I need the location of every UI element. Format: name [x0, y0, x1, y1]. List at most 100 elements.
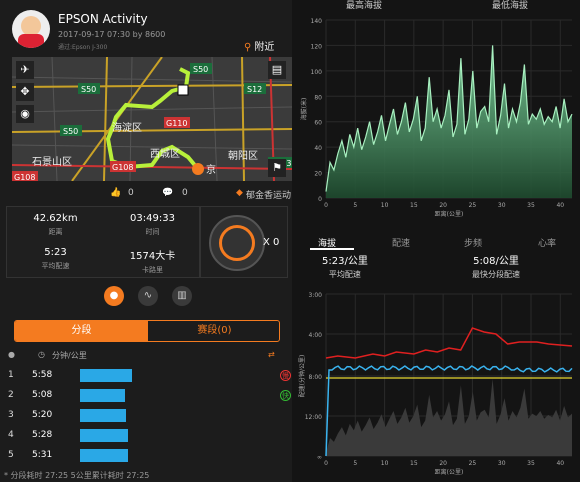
x-tick-label: 10 — [381, 202, 389, 209]
segment-tabs: 分段 赛段(0) — [14, 320, 280, 342]
x-tick-label: 35 — [527, 202, 535, 209]
achievement-badge[interactable]: X 0 — [200, 206, 288, 278]
avg-pace-summary: 5:23/公里 平均配速 — [322, 252, 368, 280]
x-tick-label: 30 — [498, 202, 506, 209]
brand-label: 郁金香运动 — [246, 191, 292, 201]
segment-time: 5:08 — [32, 390, 53, 400]
x-tick-label: 20 — [439, 202, 447, 209]
stats-panel: 42.62km 距离 03:49:33 时间 5:23 平均配速 1574大卡 … — [6, 206, 200, 278]
stat-label: 距离 — [48, 228, 63, 236]
elevation-area — [326, 45, 572, 199]
like-count: 0 — [128, 188, 134, 198]
stat-value: 5:23 — [44, 247, 67, 258]
summary-label: 最快分段配速 — [472, 270, 520, 279]
badge-count: X 0 — [263, 237, 280, 248]
segment-footer: * 分段耗时 27:25 5公里累计耗时 27:25 — [4, 471, 150, 480]
y-tick-label: 120 — [311, 43, 323, 50]
segment-list-header: ● ◷ 分钟/公里 ⇄ — [0, 348, 292, 364]
y-tick-label: 140 — [311, 18, 323, 25]
segment-row[interactable]: 5 5:31 — [0, 446, 292, 466]
x-tick-label: 20 — [439, 460, 447, 467]
left-panel: EPSON Activity 2017-09-17 07:30 by 8600 … — [0, 0, 292, 482]
summary-value: 5:23/公里 — [322, 256, 368, 267]
heartbeat-icon[interactable]: ∿ — [138, 286, 158, 306]
segment-time: 5:28 — [32, 430, 53, 440]
tab-heart-rate[interactable]: 心率 — [538, 239, 557, 249]
pace-column-header: 分钟/公里 — [52, 351, 87, 360]
tab-cadence[interactable]: 步频 — [464, 239, 483, 249]
district-label: 海淀区 — [112, 121, 142, 134]
location-pin-icon: ⚲ — [244, 42, 252, 53]
y-tick-label: 4:00 — [309, 332, 323, 339]
y-tick-label: 3:00 — [309, 292, 323, 299]
road-label: S12 — [247, 85, 262, 94]
avatar[interactable] — [12, 10, 50, 48]
x-axis-label: 距离(公里) — [435, 468, 464, 476]
flag-icon[interactable]: ⚑ — [268, 159, 286, 177]
segment-number: 5 — [8, 450, 14, 460]
sort-icon[interactable]: ⇄ — [268, 350, 275, 359]
tab-races[interactable]: 赛段(0) — [197, 325, 232, 336]
activity-device: 通过:Epson J-300 — [58, 44, 108, 51]
bar-chart-icon[interactable]: ▥ — [172, 286, 192, 306]
right-panel: 最高海拔 最低海拔 140 120 100 80 60 40 20 0 0 5 10 15 20 25 30… — [292, 0, 580, 482]
summary-value: 5:08/公里 — [473, 256, 519, 267]
x-tick-label: 10 — [381, 460, 389, 467]
fastest-marker-icon: 快 — [280, 390, 291, 401]
y-tick-label: 0 — [318, 196, 322, 203]
road-label: S50 — [193, 65, 208, 74]
nearby-button[interactable]: ⚲ 附近 — [244, 38, 274, 53]
y-tick-label: 20 — [314, 171, 322, 178]
x-tick-label: 0 — [324, 202, 328, 209]
x-tick-label: 35 — [527, 460, 535, 467]
segment-row[interactable]: 1 5:58 慢 — [0, 366, 292, 386]
segment-number: 1 — [8, 370, 14, 380]
shoe-badge-icon — [209, 215, 265, 271]
x-tick-label: 40 — [556, 202, 564, 209]
tab-pace[interactable]: 配速 — [392, 239, 411, 249]
segment-row[interactable]: 3 5:20 — [0, 406, 292, 426]
segment-bar — [80, 429, 128, 442]
tab-segments[interactable]: 分段 — [15, 321, 148, 341]
layers-icon[interactable]: ▤ — [268, 61, 286, 79]
satellite-icon[interactable]: ✈ — [16, 61, 34, 79]
elevation-line — [325, 45, 573, 192]
x-tick-label: 5 — [353, 460, 357, 467]
stat-calories: 1574大卡 卡路里 — [104, 247, 201, 275]
x-tick-label: 5 — [353, 202, 357, 209]
segment-row[interactable]: 4 5:28 — [0, 426, 292, 446]
stat-distance: 42.62km 距离 — [7, 213, 104, 237]
segment-bar — [80, 389, 125, 402]
view-switcher: ● ∿ ▥ — [0, 286, 292, 308]
route-map[interactable]: S50 S12 S50 S50 G110 G108 G103 G108 海淀区 … — [12, 57, 292, 181]
like-icon[interactable]: 👍 — [110, 188, 122, 198]
stat-label: 时间 — [145, 228, 160, 236]
pace-chart[interactable]: 3:00 4:00 8:00 12:00 ∞0 5 10 15 20 25 30 35 40 配速(分钟/… — [292, 286, 580, 482]
x-tick-label: 25 — [469, 460, 477, 467]
comment-icon[interactable]: 💬 — [162, 188, 174, 198]
district-label: 朝阳区 — [228, 150, 258, 162]
segment-time: 5:58 — [32, 370, 53, 380]
eye-icon[interactable]: ◉ — [16, 105, 34, 123]
brand-logo-icon: ◆ — [236, 188, 243, 198]
min-elevation-label: 最低海拔 — [492, 1, 529, 11]
segment-number: 2 — [8, 390, 14, 400]
fastest-pace-summary: 5:08/公里 最快分段配速 — [472, 252, 520, 280]
segment-row[interactable]: 2 5:08 快 — [0, 386, 292, 406]
y-tick-label: ∞ — [317, 454, 322, 461]
stat-time: 03:49:33 时间 — [104, 213, 201, 237]
road-label: G108 — [112, 163, 133, 172]
segment-number: 4 — [8, 430, 14, 440]
stat-value: 1574大卡 — [129, 251, 176, 262]
summary-label: 平均配速 — [328, 270, 361, 279]
tab-elevation[interactable]: 海拔 — [318, 239, 337, 249]
y-axis-label: 配速(分钟/公里) — [298, 355, 306, 398]
elevation-chart[interactable]: 140 120 100 80 60 40 20 00 5 10 15 20 25 30 35 40 海拔(米) 距… — [292, 10, 580, 232]
map-pin-icon[interactable]: ● — [104, 286, 124, 306]
move-icon[interactable]: ✥ — [16, 83, 34, 101]
comment-count: 0 — [182, 188, 188, 198]
stat-value: 03:49:33 — [130, 213, 175, 224]
stat-label: 卡路里 — [142, 266, 163, 274]
x-tick-label: 15 — [410, 202, 418, 209]
nearby-label: 附近 — [254, 42, 275, 53]
